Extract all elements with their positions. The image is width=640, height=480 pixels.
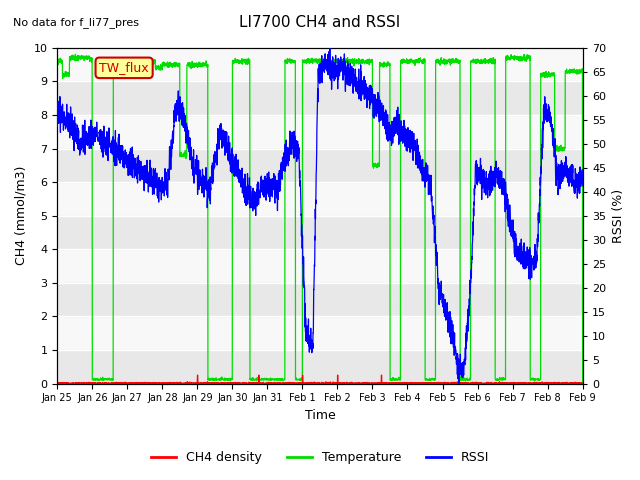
Title: LI7700 CH4 and RSSI: LI7700 CH4 and RSSI [239, 15, 401, 30]
Y-axis label: RSSI (%): RSSI (%) [612, 189, 625, 243]
Text: TW_flux: TW_flux [99, 61, 149, 74]
Bar [57, 283, 582, 316]
Y-axis label: CH4 (mmol/m3): CH4 (mmol/m3) [15, 166, 28, 265]
Bar [57, 82, 582, 115]
X-axis label: Time: Time [305, 409, 335, 422]
Legend: CH4 density, Temperature, RSSI: CH4 density, Temperature, RSSI [146, 446, 494, 469]
Text: No data for f_li77_pres: No data for f_li77_pres [13, 17, 139, 28]
Bar [57, 216, 582, 249]
Bar [57, 350, 582, 384]
Bar [57, 148, 582, 182]
